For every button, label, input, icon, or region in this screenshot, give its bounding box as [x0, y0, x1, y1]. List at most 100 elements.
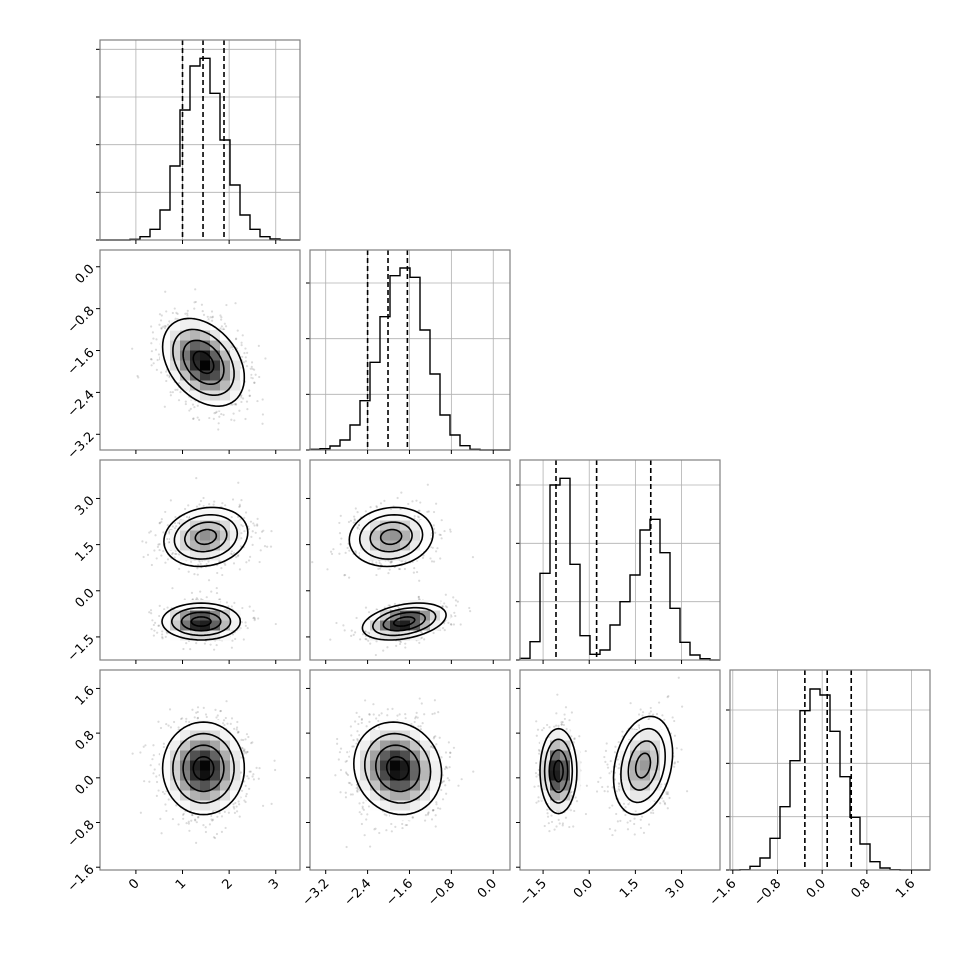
- density-cell: [200, 340, 211, 351]
- scatter-point: [192, 417, 195, 420]
- scatter-point: [244, 360, 247, 363]
- scatter-point: [431, 546, 434, 549]
- scatter-point: [269, 545, 273, 548]
- scatter-point: [379, 502, 383, 505]
- scatter-point: [164, 290, 167, 293]
- density-cell: [210, 540, 221, 551]
- scatter-point: [162, 531, 165, 534]
- scatter-point: [221, 502, 224, 505]
- scatter-point: [230, 516, 233, 519]
- scatter-point: [160, 554, 163, 557]
- scatter-point: [344, 573, 347, 577]
- density-cell: [410, 610, 421, 621]
- density-cell: [220, 550, 231, 561]
- scatter-point: [240, 344, 243, 347]
- scatter-point: [348, 576, 351, 579]
- contour-line: [361, 602, 447, 641]
- density-cell: [420, 610, 431, 621]
- scatter-point: [202, 504, 205, 508]
- scatter-point: [189, 647, 192, 651]
- scatter-point: [162, 325, 165, 328]
- scatter-point: [177, 399, 181, 402]
- scatter-point: [252, 609, 255, 612]
- density-cell: [180, 620, 191, 631]
- scatter-point: [167, 530, 171, 534]
- scatter-point: [145, 541, 148, 544]
- density-cell: [370, 610, 381, 621]
- scatter-point: [176, 388, 179, 391]
- scatter-point: [213, 648, 216, 651]
- histogram-bar: [340, 440, 350, 450]
- scatter-point: [239, 518, 242, 521]
- scatter-point: [233, 552, 236, 555]
- scatter-point: [246, 351, 249, 354]
- contour-line: [379, 528, 403, 546]
- contour-line: [173, 514, 239, 560]
- scatter-point: [420, 636, 424, 639]
- panel-frame: [519, 459, 721, 661]
- scatter-point: [196, 404, 199, 407]
- scatter-point: [250, 535, 253, 538]
- contour-line: [382, 611, 427, 632]
- density-cell: [370, 620, 381, 631]
- scatter-point: [375, 608, 378, 611]
- density-cell: [200, 370, 211, 381]
- density-cell: [190, 540, 201, 551]
- x-tick-label: −0.8: [751, 876, 784, 909]
- scatter-point: [262, 529, 265, 532]
- scatter-point: [375, 506, 379, 509]
- scatter-point: [157, 624, 160, 627]
- scatter-point: [411, 500, 414, 503]
- y-tick-label: −1.5: [65, 632, 98, 665]
- scatter-point: [382, 649, 385, 652]
- scatter-point: [342, 624, 345, 627]
- scatter-point: [158, 522, 161, 525]
- scatter-point: [270, 530, 273, 533]
- scatter-point: [151, 331, 155, 334]
- scatter-point: [420, 631, 424, 634]
- scatter-point: [220, 566, 223, 570]
- histogram-bar: [330, 446, 340, 450]
- density-cell: [200, 600, 211, 611]
- scatter-point: [171, 391, 174, 394]
- scatter-point: [422, 554, 425, 557]
- scatter-point: [247, 559, 251, 562]
- histogram-bar: [180, 110, 190, 240]
- scatter-point: [191, 403, 195, 406]
- scatter-point: [225, 601, 229, 604]
- density-cell: [190, 600, 201, 611]
- scatter-point: [390, 560, 394, 563]
- density-cell: [190, 550, 201, 561]
- histogram-bar: [680, 642, 690, 660]
- scatter-point: [343, 629, 346, 632]
- scatter-point: [182, 647, 185, 651]
- scatter-point: [237, 515, 240, 519]
- scatter-point: [253, 618, 256, 622]
- scatter-point: [454, 614, 457, 618]
- scatter-point: [235, 556, 238, 559]
- density-cell: [230, 390, 241, 401]
- scatter-point: [176, 317, 179, 321]
- scatter-point: [364, 629, 367, 633]
- scatter-point: [150, 628, 153, 631]
- scatter-point: [354, 551, 358, 554]
- scatter-point: [354, 550, 357, 553]
- scatter-point: [248, 394, 251, 397]
- scatter-point: [149, 530, 152, 533]
- scatter-point: [403, 567, 407, 571]
- scatter-point: [332, 548, 335, 551]
- scatter-point: [174, 552, 177, 556]
- scatter-point: [452, 623, 456, 626]
- density-cell: [230, 530, 241, 541]
- density-cell: [410, 620, 421, 631]
- scatter-point: [417, 516, 421, 519]
- density-cell: [190, 390, 201, 401]
- scatter-point: [209, 316, 212, 319]
- density-cell: [360, 550, 371, 561]
- scatter-point: [189, 407, 192, 410]
- scatter-point: [253, 524, 256, 527]
- histogram-bar: [670, 608, 680, 660]
- scatter-point: [393, 602, 397, 605]
- scatter-point: [169, 499, 172, 502]
- scatter-point: [364, 606, 368, 609]
